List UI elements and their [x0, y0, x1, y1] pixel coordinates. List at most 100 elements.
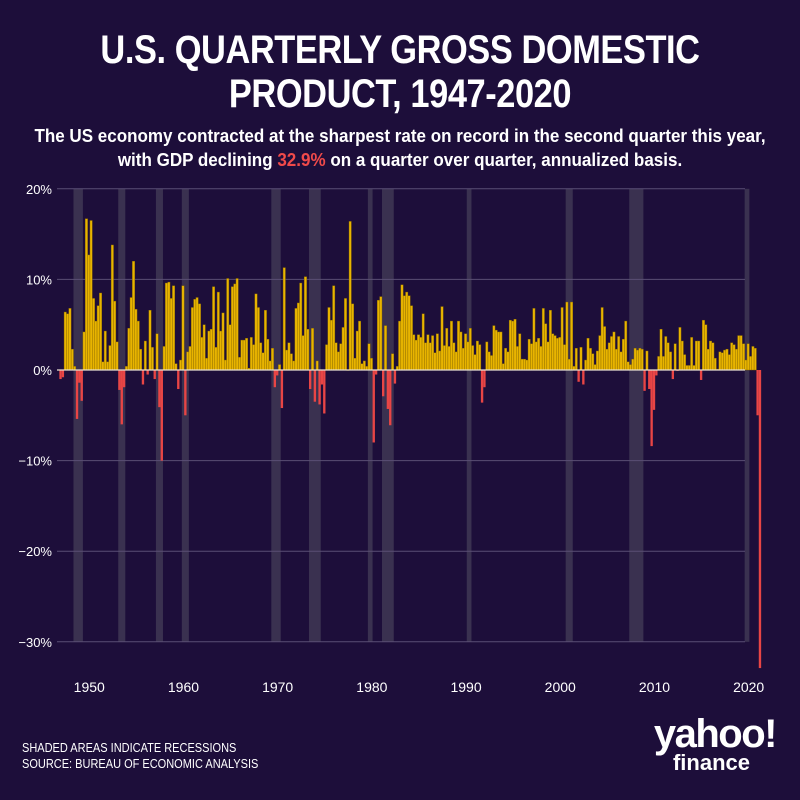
bar-positive: [266, 338, 270, 371]
recession-band: [155, 188, 163, 642]
bar-positive: [231, 286, 234, 371]
bar-positive: [440, 306, 444, 371]
bar-negative: [158, 370, 161, 408]
bar-positive: [249, 337, 253, 371]
bar-positive: [224, 359, 227, 371]
bar-positive: [252, 344, 256, 371]
bar-positive: [593, 364, 597, 371]
bar-negative: [146, 370, 149, 375]
bar-positive: [426, 334, 430, 371]
bar-positive: [402, 295, 406, 371]
bar-positive: [282, 267, 286, 371]
bar-positive: [490, 355, 493, 371]
bar-positive: [457, 320, 460, 371]
bar-positive: [622, 338, 625, 371]
bar-positive: [99, 292, 102, 371]
bar-positive: [530, 343, 533, 371]
bar-positive: [169, 298, 173, 371]
bar-negative: [374, 370, 378, 375]
bar-positive: [527, 338, 531, 371]
bar-positive: [70, 348, 74, 371]
bar-positive: [407, 295, 411, 371]
bar-positive: [329, 319, 333, 371]
bar-positive: [614, 348, 618, 371]
bar-positive: [523, 358, 526, 371]
bar-positive: [195, 297, 199, 371]
bar-positive: [167, 281, 171, 371]
subtitle-highlight-value: 32.9%: [277, 149, 326, 170]
bar-positive: [110, 244, 114, 371]
bar-positive: [711, 342, 715, 371]
bar-negative: [184, 370, 187, 416]
bar-positive: [508, 319, 512, 371]
chart-title: U.S. QUARTERLY GROSS DOMESTIC PRODUCT, 1…: [56, 28, 744, 116]
bar-negative: [389, 370, 392, 426]
bar-positive: [499, 331, 503, 371]
bar-positive: [205, 358, 208, 371]
bar-positive: [235, 278, 239, 371]
bar-positive: [619, 351, 623, 371]
bar-positive: [487, 351, 491, 371]
recession-note: SHADED AREAS INDICATE RECESSIONS: [22, 741, 237, 755]
bar-positive: [332, 285, 336, 371]
x-tick-label: 1960: [168, 679, 199, 695]
bar-positive: [221, 312, 225, 371]
subtitle-text-1: The US economy contracted at the sharpes…: [34, 125, 766, 170]
bar-positive: [362, 360, 366, 371]
bar-positive: [443, 345, 446, 371]
bar-positive: [358, 320, 361, 371]
bar-positive: [264, 310, 267, 371]
subtitle-text-2: on a quarter over quarter, annualized ba…: [325, 149, 683, 170]
bar-positive: [216, 291, 220, 371]
bar-positive: [730, 342, 734, 371]
bar-positive: [398, 320, 402, 371]
bar-positive: [94, 320, 98, 371]
bar-negative: [320, 370, 324, 385]
bar-positive: [278, 364, 281, 371]
bar-positive: [299, 282, 303, 371]
bar-positive: [150, 347, 154, 371]
bar-negative: [386, 370, 390, 409]
bar-negative: [671, 370, 675, 380]
bar-negative: [577, 370, 580, 382]
bar-positive: [428, 342, 432, 371]
bar-positive: [565, 301, 569, 371]
bar-positive: [410, 305, 413, 371]
bar-positive: [367, 343, 371, 371]
bar-negative: [648, 370, 651, 390]
bar-positive: [553, 335, 557, 371]
bar-positive: [259, 342, 263, 371]
bar-positive: [68, 308, 72, 371]
bar-positive: [129, 297, 133, 371]
bar-positive: [626, 361, 630, 371]
bar-positive: [560, 307, 564, 371]
bar-positive: [574, 348, 578, 371]
bar-positive: [638, 348, 642, 371]
bar-positive: [193, 299, 197, 371]
bar-positive: [181, 285, 185, 371]
y-tick-label: −30%: [18, 635, 52, 650]
bar-positive: [563, 344, 566, 371]
recession-band: [367, 188, 373, 642]
logo-brand: yahoo!: [653, 712, 778, 756]
bar-positive: [513, 319, 517, 371]
bar-positive: [556, 338, 559, 371]
bar-negative: [160, 370, 163, 461]
bar-positive: [445, 328, 449, 371]
bar-positive: [311, 328, 314, 371]
bar-positive: [725, 348, 729, 371]
bar-positive: [245, 338, 248, 371]
bar-negative: [308, 370, 312, 390]
bar-positive: [287, 342, 291, 371]
bar-positive: [680, 340, 684, 371]
bar-positive: [610, 336, 613, 371]
bar-positive: [494, 329, 498, 371]
bar-negative: [758, 370, 762, 669]
bar-negative: [75, 370, 79, 419]
bar-positive: [541, 308, 545, 371]
bar-positive: [673, 343, 677, 371]
bar-positive: [645, 350, 649, 371]
yahoo-finance-logo: yahoo! finance: [626, 712, 778, 774]
bar-positive: [254, 293, 258, 371]
bar-negative: [318, 370, 321, 405]
